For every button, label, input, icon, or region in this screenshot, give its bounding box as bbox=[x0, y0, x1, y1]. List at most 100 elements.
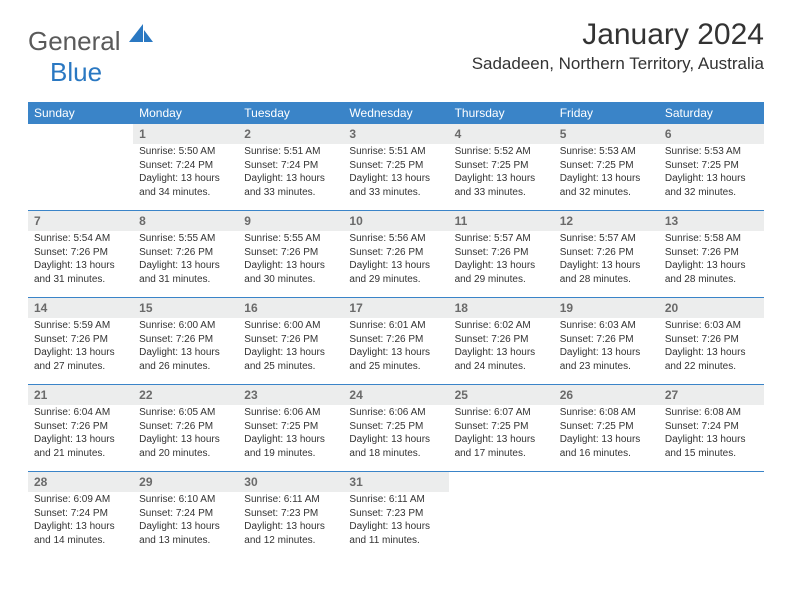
day-details: Sunrise: 5:59 AMSunset: 7:26 PMDaylight:… bbox=[28, 318, 133, 377]
day-details: Sunrise: 6:01 AMSunset: 7:26 PMDaylight:… bbox=[343, 318, 448, 377]
calendar-day-cell: 2Sunrise: 5:51 AMSunset: 7:24 PMDaylight… bbox=[238, 124, 343, 210]
day-details: Sunrise: 6:03 AMSunset: 7:26 PMDaylight:… bbox=[659, 318, 764, 377]
calendar-day-cell: 29Sunrise: 6:10 AMSunset: 7:24 PMDayligh… bbox=[133, 472, 238, 558]
calendar-day-cell: 9Sunrise: 5:55 AMSunset: 7:26 PMDaylight… bbox=[238, 211, 343, 297]
day-number: 28 bbox=[28, 472, 133, 492]
calendar-day-cell: 6Sunrise: 5:53 AMSunset: 7:25 PMDaylight… bbox=[659, 124, 764, 210]
weeks-container: 1Sunrise: 5:50 AMSunset: 7:24 PMDaylight… bbox=[28, 124, 764, 558]
calendar-week-row: 21Sunrise: 6:04 AMSunset: 7:26 PMDayligh… bbox=[28, 385, 764, 472]
location-subtitle: Sadadeen, Northern Territory, Australia bbox=[472, 54, 764, 74]
calendar-day-cell: 4Sunrise: 5:52 AMSunset: 7:25 PMDaylight… bbox=[449, 124, 554, 210]
calendar-day-cell: 18Sunrise: 6:02 AMSunset: 7:26 PMDayligh… bbox=[449, 298, 554, 384]
day-details: Sunrise: 6:03 AMSunset: 7:26 PMDaylight:… bbox=[554, 318, 659, 377]
calendar-day-cell: 28Sunrise: 6:09 AMSunset: 7:24 PMDayligh… bbox=[28, 472, 133, 558]
logo-text: General Blue bbox=[28, 24, 153, 88]
day-details: Sunrise: 6:00 AMSunset: 7:26 PMDaylight:… bbox=[238, 318, 343, 377]
calendar-day-cell: 24Sunrise: 6:06 AMSunset: 7:25 PMDayligh… bbox=[343, 385, 448, 471]
day-details: Sunrise: 6:04 AMSunset: 7:26 PMDaylight:… bbox=[28, 405, 133, 464]
weekday-header: Wednesday bbox=[343, 102, 448, 124]
calendar-day-cell: 19Sunrise: 6:03 AMSunset: 7:26 PMDayligh… bbox=[554, 298, 659, 384]
day-details: Sunrise: 6:02 AMSunset: 7:26 PMDaylight:… bbox=[449, 318, 554, 377]
day-number: 16 bbox=[238, 298, 343, 318]
weekday-header-row: Sunday Monday Tuesday Wednesday Thursday… bbox=[28, 102, 764, 124]
weekday-header: Saturday bbox=[659, 102, 764, 124]
day-details: Sunrise: 5:51 AMSunset: 7:25 PMDaylight:… bbox=[343, 144, 448, 203]
header: General Blue January 2024 Sadadeen, Nort… bbox=[28, 18, 764, 88]
day-number: 7 bbox=[28, 211, 133, 231]
day-details: Sunrise: 6:00 AMSunset: 7:26 PMDaylight:… bbox=[133, 318, 238, 377]
day-details: Sunrise: 5:56 AMSunset: 7:26 PMDaylight:… bbox=[343, 231, 448, 290]
calendar-day-cell: 1Sunrise: 5:50 AMSunset: 7:24 PMDaylight… bbox=[133, 124, 238, 210]
logo-text-general: General bbox=[28, 26, 121, 56]
day-details: Sunrise: 6:10 AMSunset: 7:24 PMDaylight:… bbox=[133, 492, 238, 551]
day-details: Sunrise: 5:57 AMSunset: 7:26 PMDaylight:… bbox=[554, 231, 659, 290]
calendar-day-cell: 13Sunrise: 5:58 AMSunset: 7:26 PMDayligh… bbox=[659, 211, 764, 297]
day-number: 4 bbox=[449, 124, 554, 144]
day-details: Sunrise: 6:06 AMSunset: 7:25 PMDaylight:… bbox=[238, 405, 343, 464]
calendar-day-cell: 10Sunrise: 5:56 AMSunset: 7:26 PMDayligh… bbox=[343, 211, 448, 297]
day-details: Sunrise: 5:50 AMSunset: 7:24 PMDaylight:… bbox=[133, 144, 238, 203]
day-number: 5 bbox=[554, 124, 659, 144]
calendar-day-cell: 20Sunrise: 6:03 AMSunset: 7:26 PMDayligh… bbox=[659, 298, 764, 384]
day-number: 15 bbox=[133, 298, 238, 318]
calendar-day-cell: 22Sunrise: 6:05 AMSunset: 7:26 PMDayligh… bbox=[133, 385, 238, 471]
day-details: Sunrise: 5:53 AMSunset: 7:25 PMDaylight:… bbox=[554, 144, 659, 203]
day-number: 22 bbox=[133, 385, 238, 405]
day-number: 1 bbox=[133, 124, 238, 144]
calendar-day-cell bbox=[449, 472, 554, 558]
day-number: 27 bbox=[659, 385, 764, 405]
title-block: January 2024 Sadadeen, Northern Territor… bbox=[472, 18, 764, 74]
day-number: 3 bbox=[343, 124, 448, 144]
calendar-day-cell: 3Sunrise: 5:51 AMSunset: 7:25 PMDaylight… bbox=[343, 124, 448, 210]
calendar-week-row: 14Sunrise: 5:59 AMSunset: 7:26 PMDayligh… bbox=[28, 298, 764, 385]
day-details: Sunrise: 6:05 AMSunset: 7:26 PMDaylight:… bbox=[133, 405, 238, 464]
day-details: Sunrise: 5:55 AMSunset: 7:26 PMDaylight:… bbox=[238, 231, 343, 290]
day-details: Sunrise: 6:09 AMSunset: 7:24 PMDaylight:… bbox=[28, 492, 133, 551]
day-details: Sunrise: 6:07 AMSunset: 7:25 PMDaylight:… bbox=[449, 405, 554, 464]
calendar-day-cell: 15Sunrise: 6:00 AMSunset: 7:26 PMDayligh… bbox=[133, 298, 238, 384]
day-number: 10 bbox=[343, 211, 448, 231]
calendar-day-cell: 27Sunrise: 6:08 AMSunset: 7:24 PMDayligh… bbox=[659, 385, 764, 471]
calendar-week-row: 28Sunrise: 6:09 AMSunset: 7:24 PMDayligh… bbox=[28, 472, 764, 558]
calendar-week-row: 1Sunrise: 5:50 AMSunset: 7:24 PMDaylight… bbox=[28, 124, 764, 211]
day-number: 25 bbox=[449, 385, 554, 405]
day-number: 9 bbox=[238, 211, 343, 231]
weekday-header: Thursday bbox=[449, 102, 554, 124]
month-title: January 2024 bbox=[472, 18, 764, 52]
logo: General Blue bbox=[28, 24, 153, 88]
day-details: Sunrise: 5:57 AMSunset: 7:26 PMDaylight:… bbox=[449, 231, 554, 290]
day-details: Sunrise: 6:06 AMSunset: 7:25 PMDaylight:… bbox=[343, 405, 448, 464]
day-number: 17 bbox=[343, 298, 448, 318]
day-number: 14 bbox=[28, 298, 133, 318]
calendar-day-cell: 5Sunrise: 5:53 AMSunset: 7:25 PMDaylight… bbox=[554, 124, 659, 210]
day-number: 24 bbox=[343, 385, 448, 405]
day-details: Sunrise: 5:55 AMSunset: 7:26 PMDaylight:… bbox=[133, 231, 238, 290]
day-number: 31 bbox=[343, 472, 448, 492]
day-number: 26 bbox=[554, 385, 659, 405]
weekday-header: Tuesday bbox=[238, 102, 343, 124]
calendar-day-cell: 31Sunrise: 6:11 AMSunset: 7:23 PMDayligh… bbox=[343, 472, 448, 558]
day-number: 13 bbox=[659, 211, 764, 231]
calendar-day-cell bbox=[28, 124, 133, 210]
day-number: 11 bbox=[449, 211, 554, 231]
day-number: 8 bbox=[133, 211, 238, 231]
calendar-day-cell: 30Sunrise: 6:11 AMSunset: 7:23 PMDayligh… bbox=[238, 472, 343, 558]
calendar-day-cell: 12Sunrise: 5:57 AMSunset: 7:26 PMDayligh… bbox=[554, 211, 659, 297]
logo-text-blue: Blue bbox=[50, 57, 102, 87]
calendar-day-cell: 14Sunrise: 5:59 AMSunset: 7:26 PMDayligh… bbox=[28, 298, 133, 384]
day-number: 12 bbox=[554, 211, 659, 231]
calendar-day-cell: 17Sunrise: 6:01 AMSunset: 7:26 PMDayligh… bbox=[343, 298, 448, 384]
weekday-header: Monday bbox=[133, 102, 238, 124]
calendar-week-row: 7Sunrise: 5:54 AMSunset: 7:26 PMDaylight… bbox=[28, 211, 764, 298]
calendar-day-cell: 7Sunrise: 5:54 AMSunset: 7:26 PMDaylight… bbox=[28, 211, 133, 297]
day-number: 2 bbox=[238, 124, 343, 144]
calendar: Sunday Monday Tuesday Wednesday Thursday… bbox=[28, 102, 764, 558]
day-number: 18 bbox=[449, 298, 554, 318]
day-details: Sunrise: 5:53 AMSunset: 7:25 PMDaylight:… bbox=[659, 144, 764, 203]
day-details: Sunrise: 5:58 AMSunset: 7:26 PMDaylight:… bbox=[659, 231, 764, 290]
logo-sail-icon bbox=[129, 24, 153, 42]
calendar-day-cell: 21Sunrise: 6:04 AMSunset: 7:26 PMDayligh… bbox=[28, 385, 133, 471]
day-details: Sunrise: 6:08 AMSunset: 7:25 PMDaylight:… bbox=[554, 405, 659, 464]
calendar-day-cell bbox=[659, 472, 764, 558]
calendar-day-cell: 23Sunrise: 6:06 AMSunset: 7:25 PMDayligh… bbox=[238, 385, 343, 471]
